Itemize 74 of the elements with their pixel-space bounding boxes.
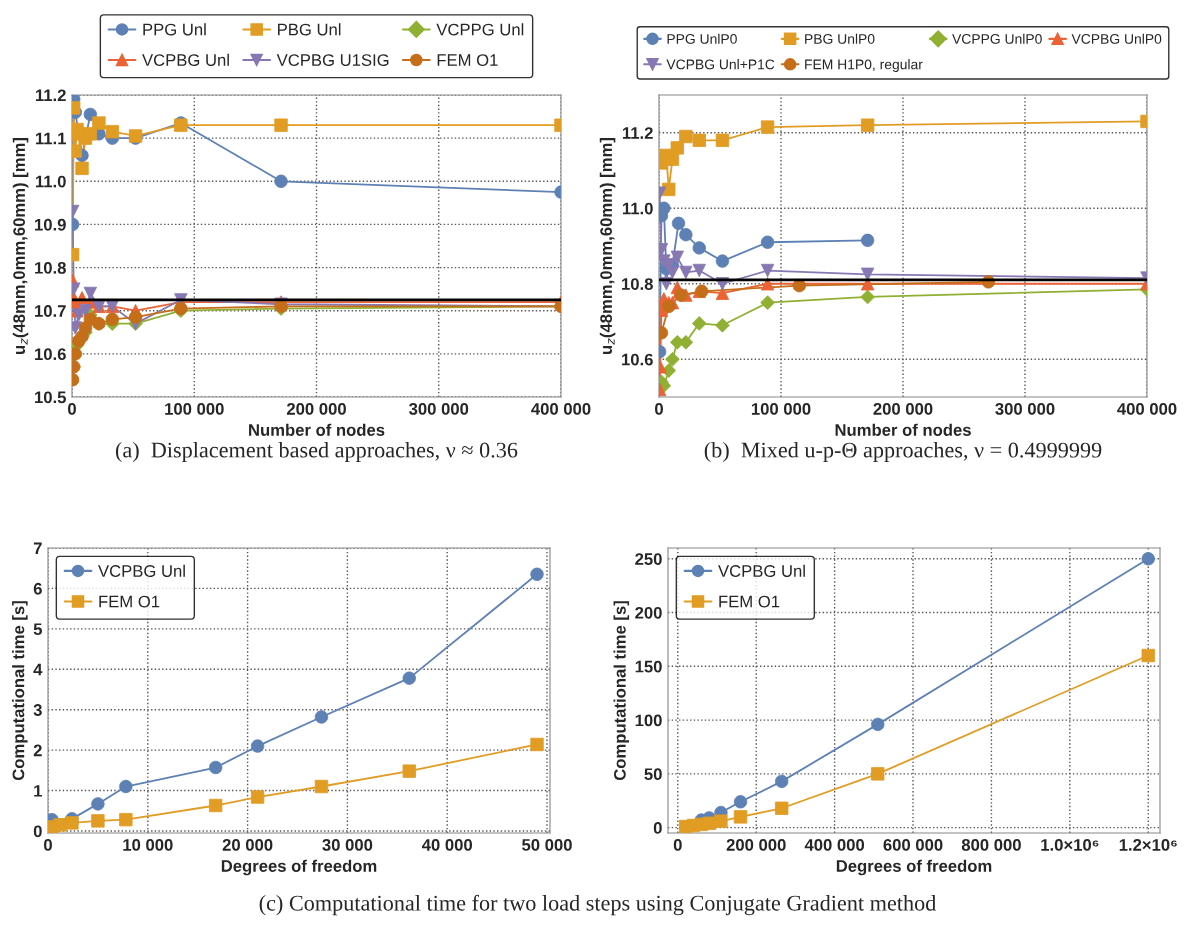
legend-label: PPG Unl [143,23,206,36]
x-tick-label: 0 [68,403,76,415]
y-tick-label: 5 [33,623,42,636]
y-tick-label: 0 [653,822,662,834]
text: (b) Mixed u-p-Θ approaches, ν = 0.4999999 [704,441,1102,463]
y-tick-label: 2 [33,744,42,757]
y-axis-title: u$_{z}$(48mm,0mm,60mm) [mm] [12,138,29,354]
y-tick-label: 3 [33,704,42,716]
x-tick-label: 30 000 [322,839,373,851]
x-tick-label: 200 000 [726,839,786,851]
y-tick-label: 0 [33,825,42,838]
legend-label: VCPBG Unl [142,53,229,66]
x-tick-label: 300 000 [995,403,1055,415]
x-tick-label: 40 000 [421,839,473,851]
x-tick-label: 200 000 [873,403,933,415]
legend-label: FEM H1P0, regular [805,59,923,73]
x-tick-label: 20 000 [222,839,273,851]
y-tick-label: 4 [33,663,43,676]
legend-label: VCPBG UnlP0 [1071,33,1162,44]
x-tick-label: 600 000 [883,839,943,851]
y-tick-label: 150 [635,660,662,673]
y-tick-label: 10.9 [35,218,66,231]
x-tick-label: 1.2×10⁶ [1119,839,1177,851]
y-tick-label: 10.6 [35,348,66,361]
text: (a) Displacement based approaches, ν ≈ 0.36 [115,441,518,463]
y-tick-label: 11.2 [622,127,653,139]
legend-label: PBG UnlP0 [805,33,875,44]
text: (c) Computational time for two load steps using Conjugate Gradient method [259,894,937,916]
y-tick-label: 11.1 [35,132,66,145]
y-tick-label: 1 [34,785,42,797]
legend-label: VCPBG Unl [718,564,805,577]
x-axis-title: Degrees of freedom [221,859,377,876]
x-tick-label: 50 000 [522,839,572,851]
x-axis-title: Number of nodes [835,423,971,436]
legend-label: PPG UnlP0 [667,33,737,44]
x-tick-label: 100 000 [165,403,224,415]
y-axis-title: Computational time [s] [12,601,28,781]
legend-label: VCPBG U1SIG [276,54,389,66]
y-tick-label: 250 [635,553,662,565]
x-tick-label: 200 000 [286,403,346,415]
x-axis-title: Number of nodes [249,423,385,436]
x-tick-label: 400 000 [804,839,865,851]
x-tick-label: 400 000 [1117,403,1177,415]
y-tick-label: 10.7 [35,305,66,317]
legend-label: FEM O1 [437,54,498,66]
x-tick-label: 800 000 [961,839,1021,851]
y-axis-title: Computational time [s] [613,601,630,781]
y-tick-label: 10.6 [622,353,653,366]
y-tick-label: 11.0 [622,202,653,215]
y-tick-label: 10.8 [622,278,653,290]
legend-label: VCPPG UnlP0 [952,33,1042,44]
y-tick-label: 100 [635,714,662,727]
y-tick-label: 6 [33,582,42,595]
legend-label: VCPBG Unl [98,564,185,577]
legend-label: PBG Unl [278,23,341,36]
x-tick-label: 10 000 [123,839,173,851]
x-tick-label: 1.0×10⁶ [1041,839,1099,851]
y-axis-title: u$_{z}$(48mm,0mm,60mm) [mm] [599,138,616,354]
legend-label: VCPPG Unl [436,23,524,36]
legend-label: VCPBG Unl+P1C [666,59,775,70]
x-tick-label: 100 000 [751,403,811,415]
legend-label: FEM O1 [99,595,160,608]
y-tick-label: 10.5 [35,391,66,404]
y-tick-label: 50 [644,768,662,781]
y-tick-label: 200 [635,606,662,619]
x-axis-title: Degrees of freedom [836,859,992,876]
y-tick-label: 7 [33,542,42,555]
y-tick-label: 10.8 [35,261,66,274]
x-tick-label: 300 000 [409,403,469,415]
legend-label: FEM O1 [719,595,780,608]
x-tick-label: 0 [673,839,682,851]
y-tick-label: 11.0 [35,175,66,188]
y-tick-label: 11.2 [35,89,66,102]
x-tick-label: 400 000 [531,403,591,415]
